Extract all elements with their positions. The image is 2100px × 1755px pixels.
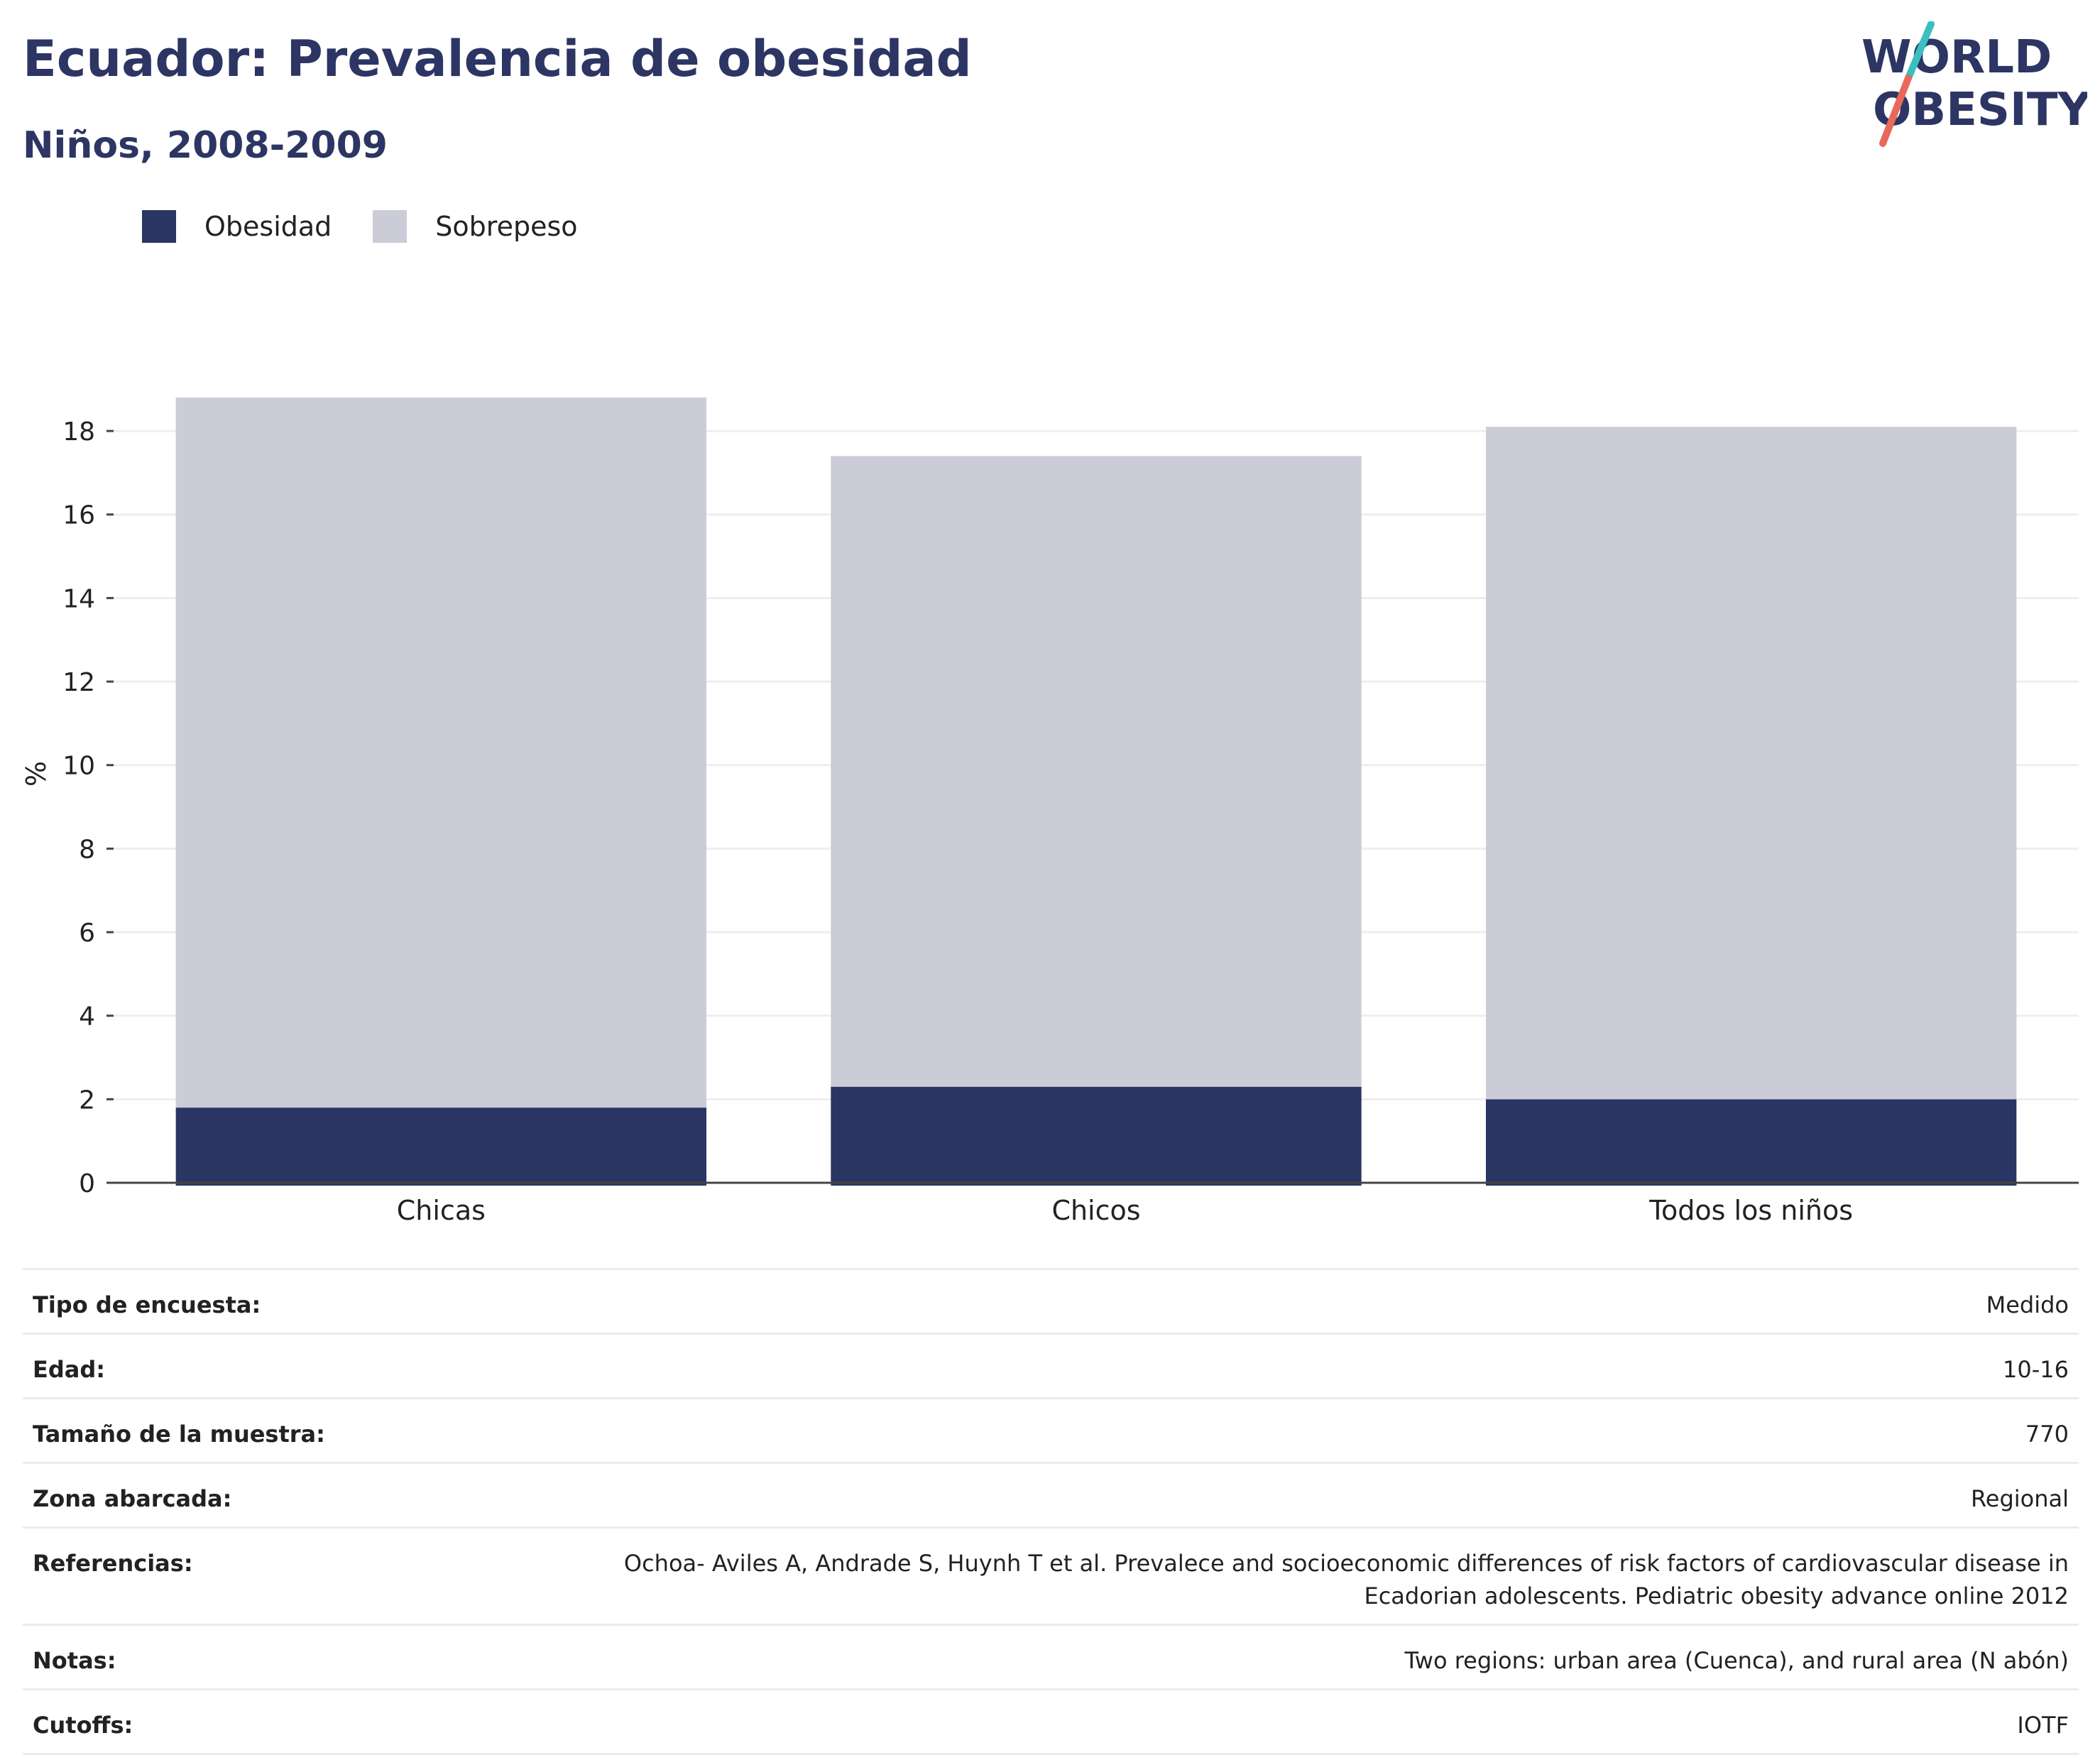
- legend-label-obesidad: Obesidad: [204, 211, 332, 242]
- info-value-text: Medido: [1986, 1291, 2069, 1318]
- y-tick-label: 2: [79, 1086, 95, 1115]
- bar-sobrepeso[interactable]: [1485, 427, 2017, 1100]
- bar-sobrepeso[interactable]: [831, 456, 1362, 1087]
- legend-label-sobrepeso: Sobrepeso: [435, 211, 578, 242]
- info-label: Zona abarcada:: [23, 1462, 384, 1528]
- info-value: Regional: [384, 1462, 2079, 1528]
- y-tick-label: 4: [79, 1002, 95, 1032]
- info-value: Two regions: urban area (Cuenca), and ru…: [384, 1624, 2079, 1690]
- info-row: Notas: Two regions: urban area (Cuenca), …: [23, 1624, 2079, 1690]
- x-tick-label: Chicos: [1051, 1195, 1140, 1226]
- info-value: 10-16: [384, 1333, 2079, 1399]
- bar-obesidad[interactable]: [831, 1086, 1362, 1186]
- x-tick-label: Todos los niños: [1648, 1195, 1853, 1226]
- info-value: IOTF: [384, 1688, 2079, 1755]
- legend-item-sobrepeso[interactable]: Sobrepeso: [373, 210, 578, 243]
- bar-sobrepeso[interactable]: [175, 398, 707, 1108]
- world-obesity-logo: WORLD OBESITY: [1861, 21, 2087, 147]
- info-row: Tipo de encuesta: Medido: [23, 1268, 2079, 1334]
- info-label: Tamaño de la muestra:: [23, 1397, 384, 1463]
- info-value: Ochoa- Aviles A, Andrade S, Huynh T et a…: [384, 1526, 2079, 1625]
- x-tick-label: Chicas: [397, 1195, 486, 1226]
- legend-swatch-sobrepeso: [373, 210, 408, 243]
- y-tick-label: 18: [62, 417, 95, 447]
- survey-info-table: Tipo de encuesta: Medido Edad: 10-16 Tamaño …: [23, 1268, 2079, 1755]
- info-value-text: 770: [2025, 1421, 2069, 1448]
- axes: 0 2 4 6 8 10 12 14 16 18 Chicas Chicos Todos los niñ…: [62, 417, 2079, 1226]
- info-value: 770: [384, 1397, 2079, 1463]
- chart-title: Ecuador: Prevalencia de obesidad: [23, 30, 972, 88]
- info-label: Referencias:: [23, 1526, 384, 1625]
- logo-slash-bottom: [1879, 75, 1912, 147]
- bar-chart: 0 2 4 6 8 10 12 14 16 18 Chicas Chicos Todos los niñ…: [21, 398, 2079, 1226]
- chart-legend: Obesidad Sobrepeso: [142, 210, 619, 243]
- info-row: Cutoffs: IOTF: [23, 1688, 2079, 1755]
- bar-obesidad[interactable]: [175, 1108, 707, 1186]
- y-tick-label: 0: [79, 1169, 95, 1198]
- info-row: Tamaño de la muestra: 770: [23, 1397, 2079, 1463]
- y-axis-label: %: [21, 761, 52, 787]
- bar-obesidad[interactable]: [1485, 1099, 2017, 1186]
- y-tick-label: 8: [79, 835, 95, 864]
- y-tick-label: 6: [79, 919, 95, 948]
- info-value-text: Two regions: urban area (Cuenca), and ru…: [1404, 1647, 2069, 1674]
- bars: [175, 398, 2017, 1186]
- info-label: Notas:: [23, 1624, 384, 1690]
- info-row: Edad: 10-16: [23, 1333, 2079, 1399]
- y-tick-label: 12: [62, 668, 95, 697]
- info-value: Medido: [384, 1268, 2079, 1334]
- info-value-text: 10-16: [2003, 1356, 2069, 1383]
- logo-text-world: WORLD: [1861, 31, 2052, 84]
- info-label: Edad:: [23, 1333, 384, 1399]
- info-row: Referencias: Ochoa- Aviles A, Andrade S, …: [23, 1526, 2079, 1625]
- info-label: Cutoffs:: [23, 1688, 384, 1755]
- info-value-text: Regional: [1970, 1485, 2069, 1512]
- info-value-text: IOTF: [2017, 1712, 2069, 1739]
- info-value-text: Ochoa- Aviles A, Andrade S, Huynh T et a…: [623, 1550, 2069, 1577]
- chart-subtitle: Niños, 2008-2009: [23, 124, 388, 167]
- y-tick-label: 14: [62, 584, 95, 613]
- info-row: Zona abarcada: Regional: [23, 1462, 2079, 1528]
- legend-swatch-obesidad: [142, 210, 176, 243]
- y-tick-label: 10: [62, 752, 95, 781]
- info-label: Tipo de encuesta:: [23, 1268, 384, 1334]
- legend-item-obesidad[interactable]: Obesidad: [142, 210, 332, 243]
- logo-slash-top: [1905, 21, 1935, 82]
- logo-text-obesity: OBESITY: [1873, 84, 2087, 136]
- info-value-text-line2: Ecadorian adolescents. Pediatric obesity…: [1364, 1582, 2069, 1609]
- y-tick-label: 16: [62, 501, 95, 530]
